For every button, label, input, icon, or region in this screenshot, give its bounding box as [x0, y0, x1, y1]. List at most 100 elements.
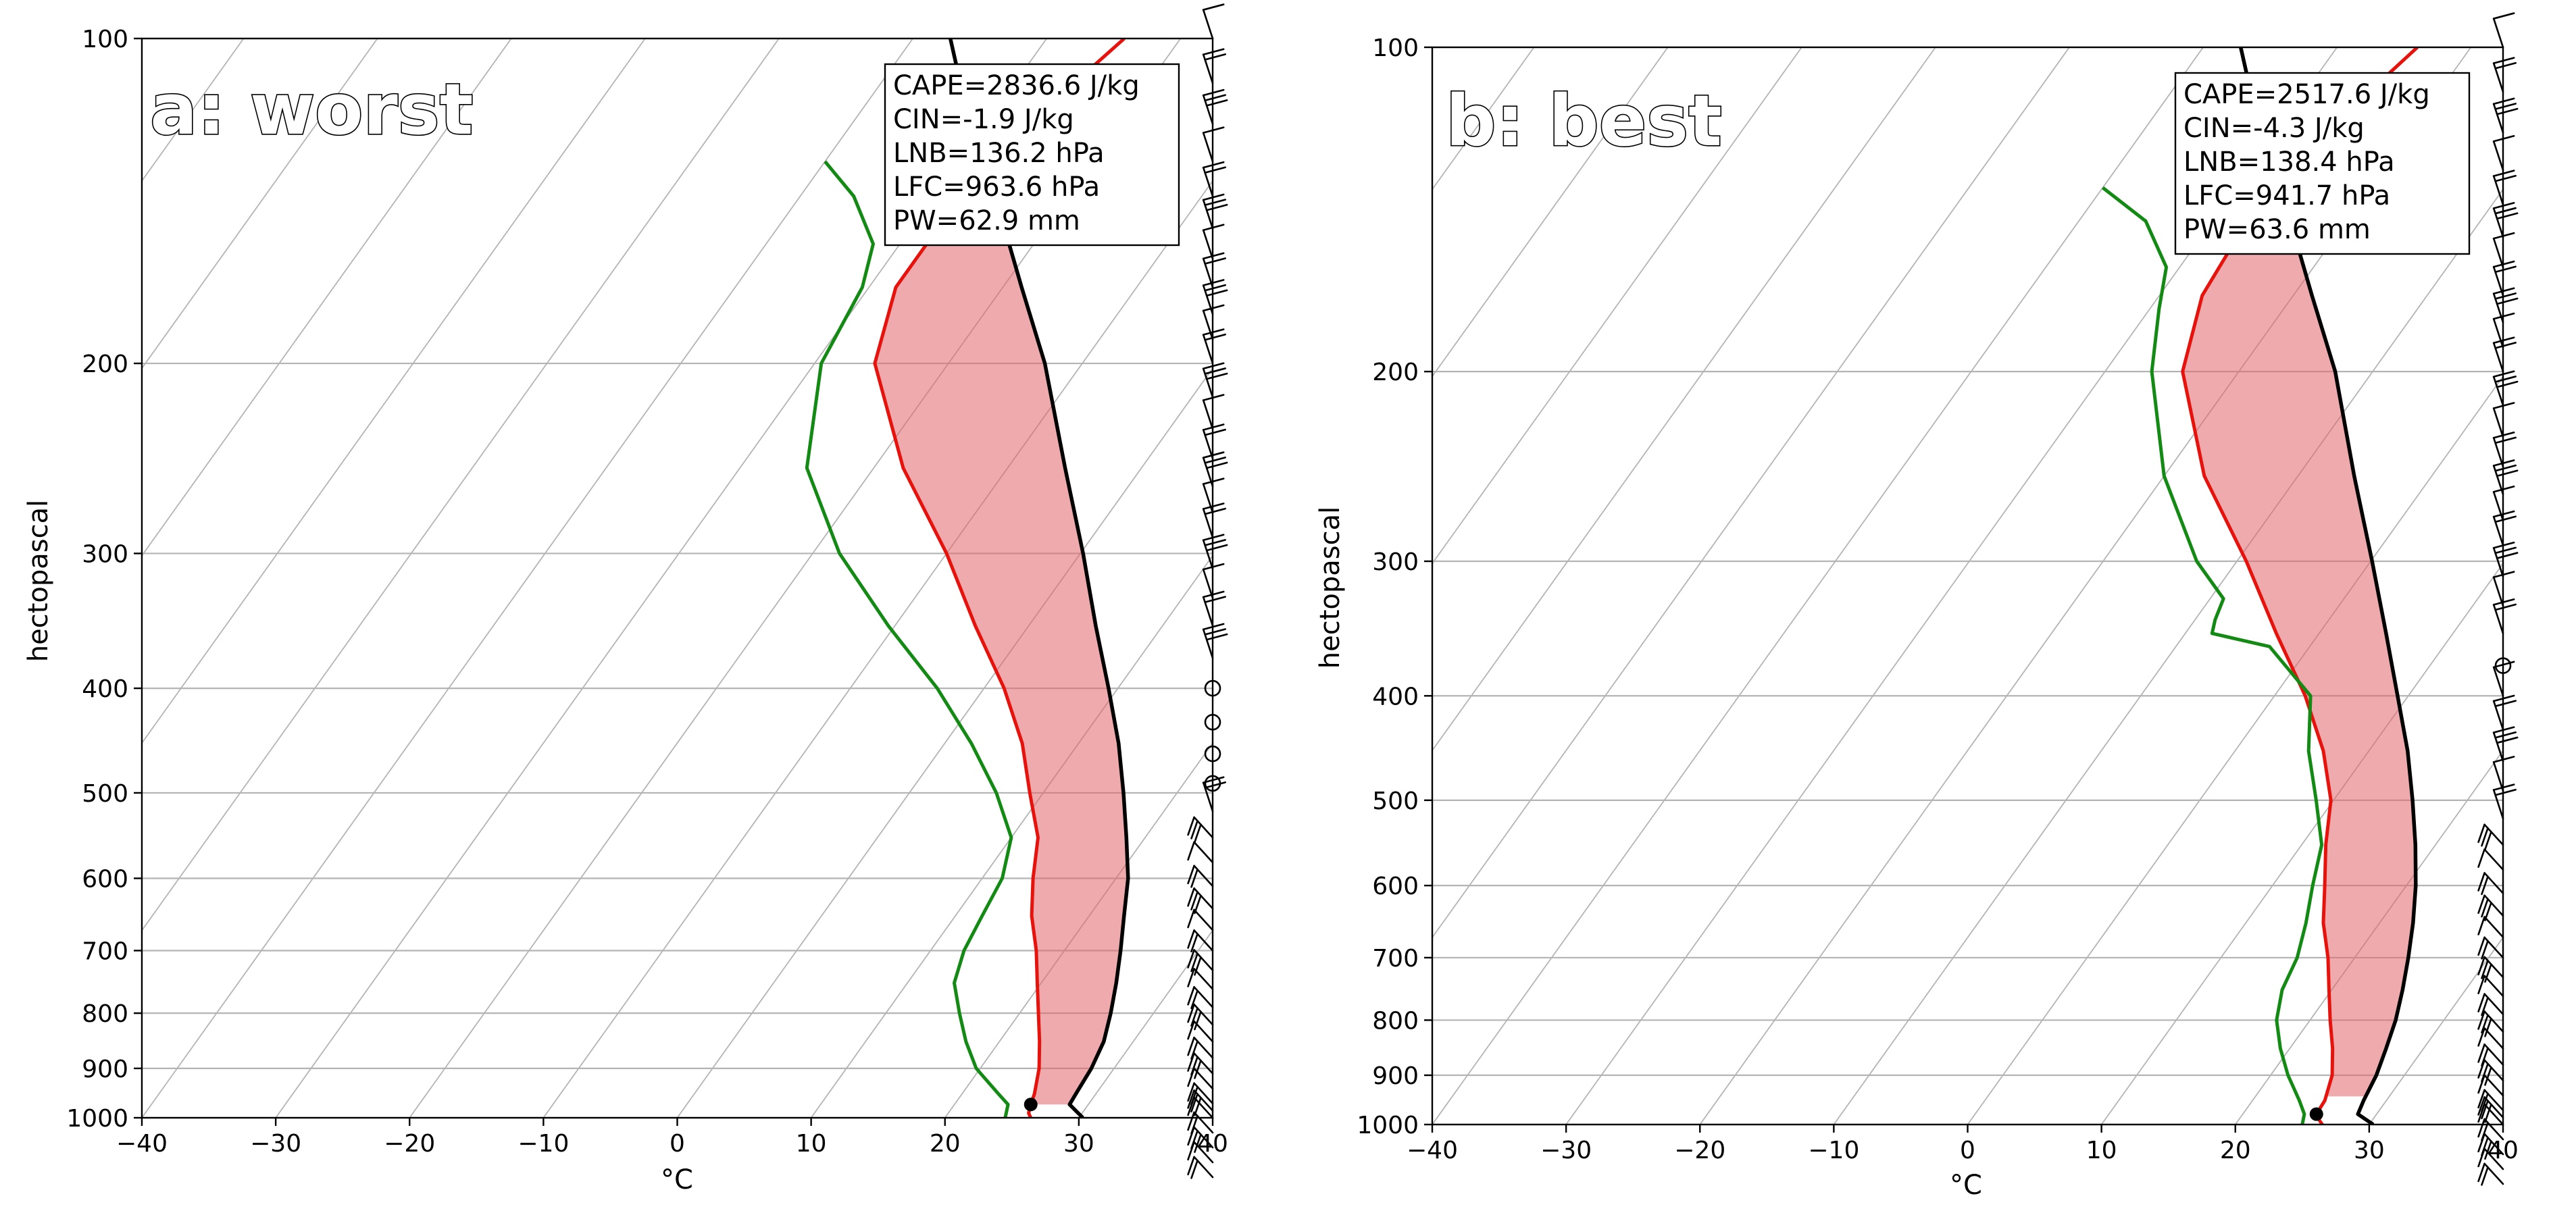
wind-barb [1187, 1141, 1214, 1164]
x-tick-label: −40 [116, 1130, 168, 1158]
wind-barb [1202, 534, 1228, 570]
surface-parcel-marker [2309, 1107, 2323, 1121]
isotherm-gridline [1432, 47, 2070, 939]
cape-layer-worst [876, 183, 1128, 1105]
x-tick-label: −30 [1540, 1137, 1592, 1164]
wind-barb [2477, 916, 2504, 938]
wind-barb [1187, 968, 1214, 990]
y-tick-label: 600 [1372, 873, 1419, 900]
profile-lines-worst [805, 38, 1130, 1118]
x-axis-label: °C [661, 1164, 693, 1195]
x-tick-label: 10 [2086, 1137, 2117, 1164]
stats-box-frame [2174, 72, 2471, 255]
isotherm-gridline [2100, 562, 2503, 1125]
x-tick-label: 20 [2220, 1137, 2251, 1164]
wind-barb [2477, 956, 2504, 983]
wind-barb [1187, 816, 1214, 844]
y-tick-label: 1000 [1357, 1112, 1419, 1139]
y-tick-label: 600 [82, 865, 128, 893]
wind-barb [2477, 848, 2504, 871]
x-tick-label: −30 [250, 1130, 301, 1158]
wind-barb [1187, 986, 1214, 1010]
wind-barb [2477, 1096, 2504, 1123]
y-tick-label: 1000 [66, 1105, 128, 1133]
panel-title: a: worst [150, 68, 473, 151]
wind-barb [1187, 841, 1214, 864]
wind-barb [1187, 1067, 1214, 1090]
cape-layer-best [2183, 199, 2416, 1097]
x-tick-label: 40 [1197, 1130, 1228, 1158]
wind-barb [2477, 1027, 2504, 1050]
wind-barb [1187, 1003, 1214, 1031]
axis-ticks-worst: −40 −30 −20 −10 0 10 20 30 40 100 200 300 400 500 600 7… [66, 26, 1228, 1158]
y-tick-label: 700 [1372, 945, 1419, 973]
stat-cape: CAPE=2517.6 J/kg [2183, 79, 2430, 110]
wind-barb [1187, 929, 1214, 953]
y-tick-label: 400 [82, 675, 128, 703]
stat-lnb: LNB=138.4 hPa [2183, 147, 2395, 178]
isotherm-gridline [1432, 47, 1669, 378]
isotherm-gridline [1833, 188, 2503, 1125]
stat-cin: CIN=-1.9 J/kg [893, 104, 1074, 135]
y-tick-label: 700 [82, 937, 128, 965]
isotherm-gridline [1432, 47, 1802, 565]
wind-barb [1187, 908, 1214, 931]
stats-box-frame [884, 63, 1180, 247]
wind-barb [1187, 1156, 1214, 1179]
stat-pw: PW=63.6 mm [2183, 214, 2371, 245]
y-axis-label: hectopascal [1315, 507, 1346, 669]
isotherm-gridline [1432, 47, 2204, 1125]
wind-barb [2492, 370, 2519, 407]
wind-barb [2477, 975, 2504, 998]
y-tick-label: 900 [82, 1056, 128, 1083]
y-tick-label: 500 [82, 780, 128, 808]
wind-barb [1202, 623, 1228, 659]
panel-worst: −40 −30 −20 −10 0 10 20 30 40 100 200 300 400 500 600 7… [23, 3, 1228, 1195]
wind-barb [2477, 993, 2504, 1016]
stat-cape: CAPE=2836.6 J/kg [893, 70, 1140, 101]
cape-shading [2183, 199, 2416, 1097]
temperature-line [873, 38, 1126, 1118]
isotherm-gridline [142, 38, 913, 1118]
y-tick-label: 500 [1372, 788, 1419, 815]
y-tick-label: 300 [1372, 548, 1419, 576]
dewpoint-line [2101, 186, 2324, 1125]
wind-barb [2477, 936, 2504, 960]
stat-pw: PW=62.9 mm [893, 205, 1080, 236]
x-tick-label: 40 [2487, 1137, 2519, 1164]
wind-barb [1187, 1096, 1214, 1119]
profile-lines-best [2101, 47, 2419, 1125]
wind-barb [2477, 872, 2504, 896]
wind-barb [2477, 1103, 2504, 1126]
y-tick-label: 900 [1372, 1062, 1419, 1090]
wind-barb [2477, 1147, 2504, 1170]
plot-frame-best [1431, 46, 2504, 1126]
wind-barb [2477, 1074, 2504, 1097]
y-tick-label: 100 [1372, 34, 1419, 62]
stats-box-worst: CAPE=2836.6 J/kg CIN=-1.9 J/kg LNB=136.2… [884, 63, 1180, 247]
stat-lnb: LNB=136.2 hPa [893, 138, 1105, 169]
isotherm-gridline [2369, 936, 2503, 1125]
isotherm-gridline [142, 38, 780, 932]
x-tick-label: −10 [517, 1130, 569, 1158]
y-tick-label: 400 [1372, 683, 1419, 711]
stat-lfc: LFC=963.6 hPa [893, 172, 1100, 203]
y-axis-label: hectopascal [23, 500, 54, 662]
y-tick-label: 800 [1372, 1007, 1419, 1035]
surface-parcel-marker [1024, 1098, 1038, 1112]
stat-cin: CIN=-4.3 J/kg [2183, 113, 2365, 144]
cape-shading [876, 183, 1128, 1105]
x-tick-label: 20 [930, 1130, 961, 1158]
x-tick-label: −10 [1808, 1137, 1859, 1164]
axis-ticks-best: −40 −30 −20 −10 0 10 20 30 40 100 200 300 400 500 600 7… [1357, 34, 2519, 1164]
temperature-line [2181, 47, 2419, 1125]
x-tick-label: 0 [670, 1130, 685, 1158]
y-tick-label: 300 [82, 540, 128, 568]
wind-barb [1187, 949, 1214, 976]
panel-best: −40 −30 −20 −10 0 10 20 30 40 100 200 300 400 500 600 7… [1315, 12, 2519, 1201]
x-tick-label: 10 [796, 1130, 827, 1158]
wind-barb [2492, 12, 2515, 49]
wind-barb [1202, 3, 1225, 40]
